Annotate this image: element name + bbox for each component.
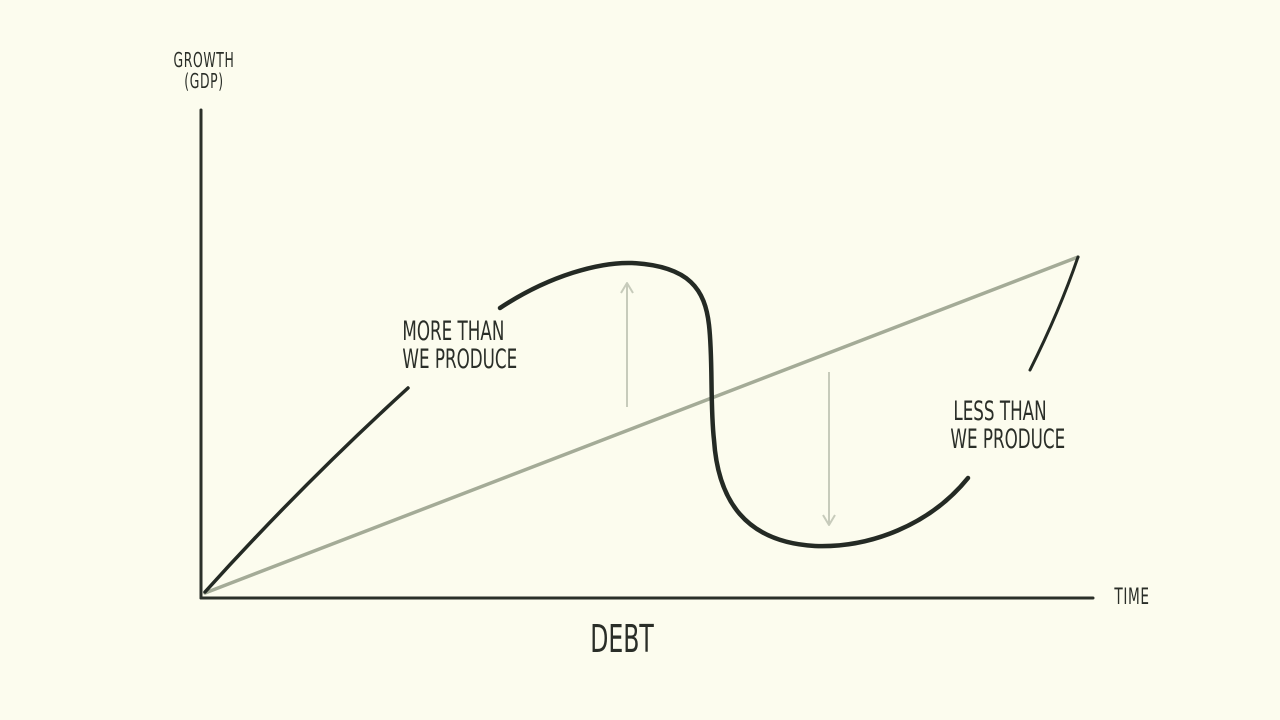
annotation-less-than-we-produce: LESS THAN WE PRODUCE <box>950 396 1066 456</box>
annotation-above-line2: WE PRODUCE <box>402 344 518 376</box>
arrow-up-icon <box>620 282 634 407</box>
annotation-below-line1: LESS THAN <box>953 396 1047 427</box>
annotation-above-line1: MORE THAN <box>402 316 505 347</box>
annotation-more-than-we-produce: MORE THAN WE PRODUCE <box>402 316 518 376</box>
x-axis-label: TIME <box>1114 585 1150 610</box>
debt-curve-wave <box>497 260 971 549</box>
trend-line <box>203 255 1080 595</box>
annotation-below-line2: WE PRODUCE <box>950 424 1066 456</box>
y-axis-label-line2: (GDP) <box>184 69 224 93</box>
y-axis-label: GROWTH (GDP) <box>167 50 241 92</box>
y-axis-label-line1: GROWTH <box>173 48 235 72</box>
debt-curve-recovery <box>1028 255 1080 372</box>
debt-curve-rising <box>203 386 410 594</box>
caption-debt: DEBT <box>590 617 654 661</box>
arrow-down-icon <box>822 372 836 526</box>
